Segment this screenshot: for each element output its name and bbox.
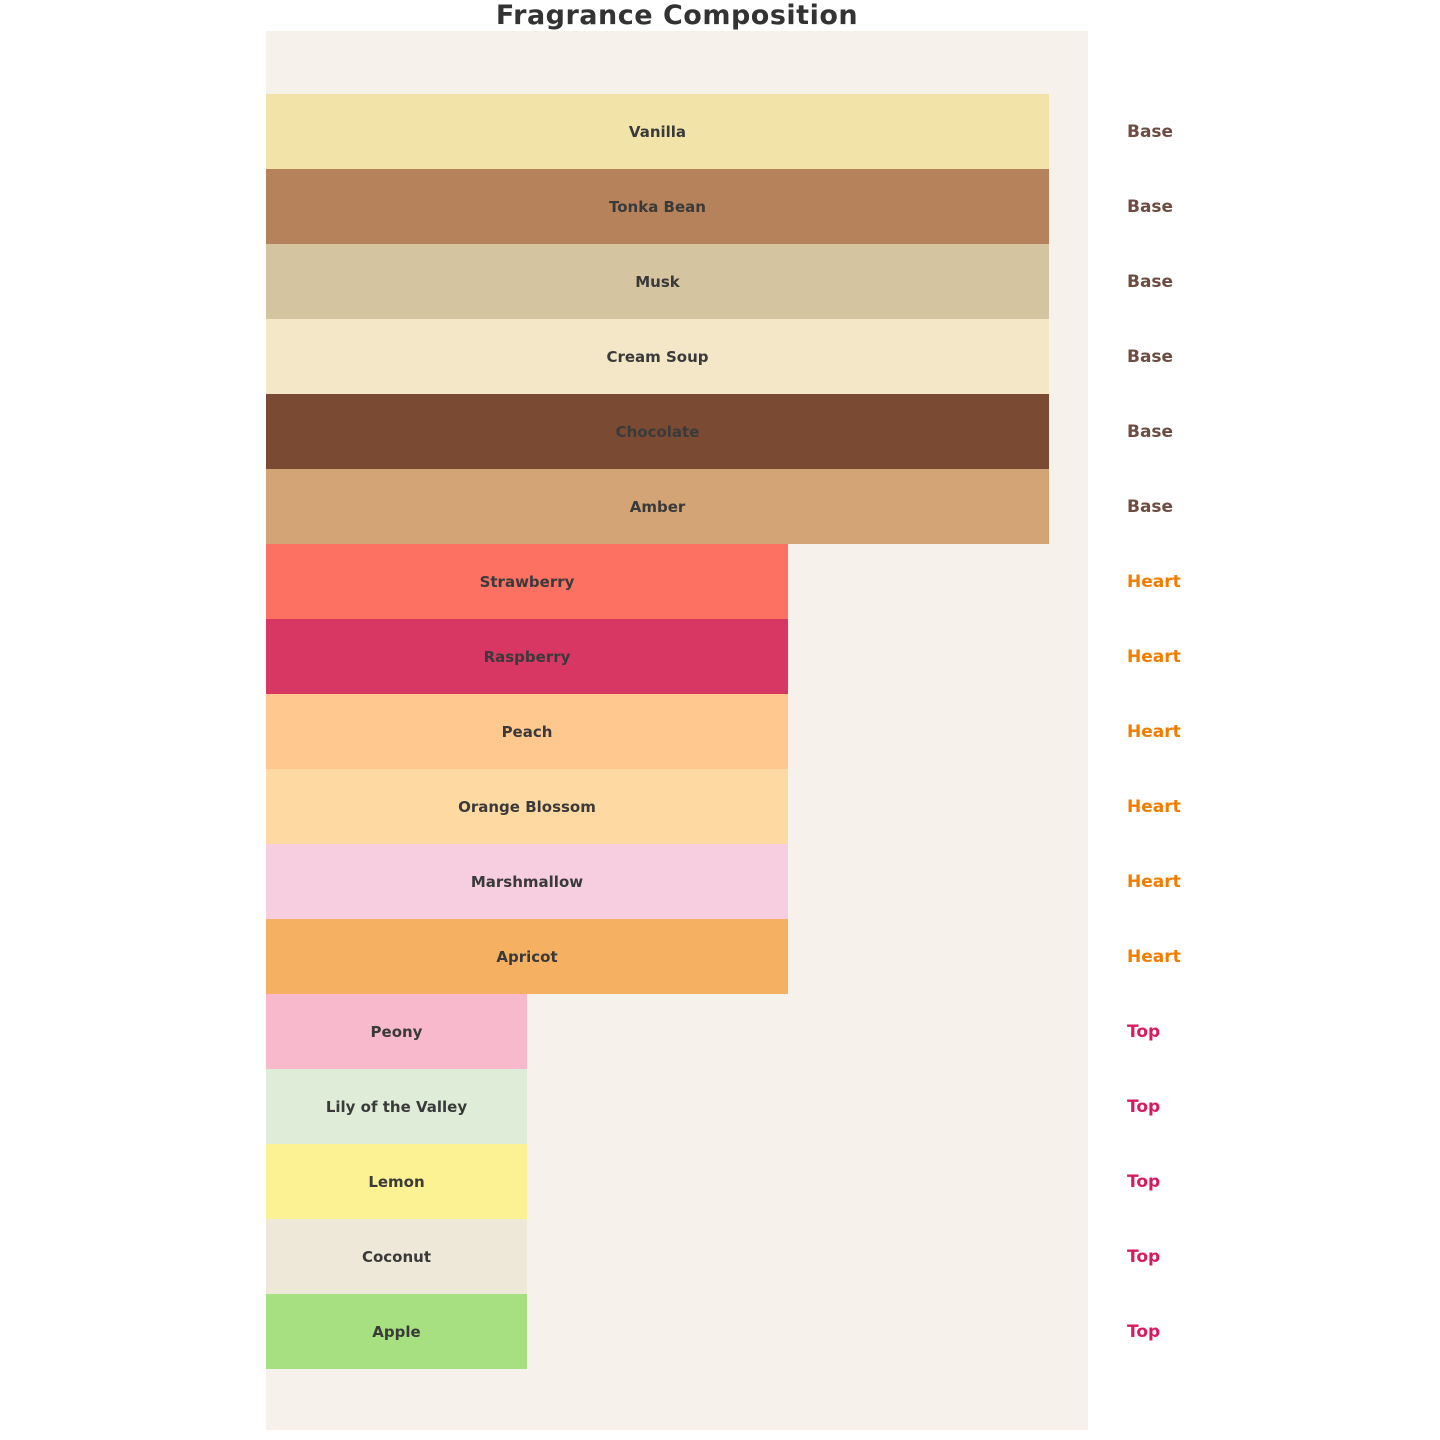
layer-label-heart: Heart (1127, 721, 1181, 742)
bar-label-lily-of-the-valley: Lily of the Valley (325, 1097, 468, 1116)
bar-lemon: Lemon (266, 1144, 527, 1219)
bar-amber: Amber (266, 469, 1049, 544)
bar-label-peach: Peach (501, 722, 553, 741)
plot-area: Vanilla Tonka Bean Musk Cream Soup Chocolate… (266, 31, 1088, 1430)
bar-label-amber: Amber (629, 497, 686, 516)
layer-label-heart: Heart (1127, 646, 1181, 667)
bar-label-peony: Peony (370, 1022, 423, 1041)
bar-raspberry: Raspberry (266, 619, 788, 694)
layer-label-heart: Heart (1127, 871, 1181, 892)
layer-label-base: Base (1127, 496, 1174, 517)
layer-label-top: Top (1127, 1321, 1161, 1342)
bar-label-tonka-bean: Tonka Bean (609, 197, 706, 216)
bar-peach: Peach (266, 694, 788, 769)
layer-label-base: Base (1127, 421, 1174, 442)
layer-label-base: Base (1127, 121, 1174, 142)
bar-label-strawberry: Strawberry (479, 572, 575, 591)
layer-label-top: Top (1127, 1246, 1161, 1267)
bar-label-musk: Musk (635, 272, 680, 291)
layer-label-heart: Heart (1127, 796, 1181, 817)
bar-orange-blossom: Orange Blossom (266, 769, 788, 844)
bar-vanilla: Vanilla (266, 94, 1049, 169)
bar-label-lemon: Lemon (368, 1172, 425, 1191)
bar-peony: Peony (266, 994, 527, 1069)
layer-label-base: Base (1127, 271, 1174, 292)
bar-label-marshmallow: Marshmallow (470, 872, 584, 891)
bar-apple: Apple (266, 1294, 527, 1369)
bar-marshmallow: Marshmallow (266, 844, 788, 919)
bar-chocolate: Chocolate (266, 394, 1049, 469)
bar-label-coconut: Coconut (361, 1247, 432, 1266)
bar-label-apple: Apple (372, 1322, 421, 1341)
layer-label-heart: Heart (1127, 571, 1181, 592)
layer-label-top: Top (1127, 1021, 1161, 1042)
bar-label-orange-blossom: Orange Blossom (458, 797, 596, 816)
bar-cream-soup: Cream Soup (266, 319, 1049, 394)
layer-label-top: Top (1127, 1096, 1161, 1117)
layer-label-heart: Heart (1127, 946, 1181, 967)
layer-label-base: Base (1127, 196, 1174, 217)
bar-musk: Musk (266, 244, 1049, 319)
layer-label-base: Base (1127, 346, 1174, 367)
bar-strawberry: Strawberry (266, 544, 788, 619)
bar-label-apricot: Apricot (496, 947, 558, 966)
bar-label-raspberry: Raspberry (483, 647, 571, 666)
chart-title: Fragrance Composition (495, 0, 859, 31)
bar-tonka-bean: Tonka Bean (266, 169, 1049, 244)
layer-label-top: Top (1127, 1171, 1161, 1192)
bar-label-vanilla: Vanilla (628, 122, 687, 141)
bar-lily-of-the-valley: Lily of the Valley (266, 1069, 527, 1144)
bar-label-chocolate: Chocolate (615, 422, 700, 441)
bar-coconut: Coconut (266, 1219, 527, 1294)
bar-apricot: Apricot (266, 919, 788, 994)
bar-label-cream-soup: Cream Soup (606, 347, 709, 366)
